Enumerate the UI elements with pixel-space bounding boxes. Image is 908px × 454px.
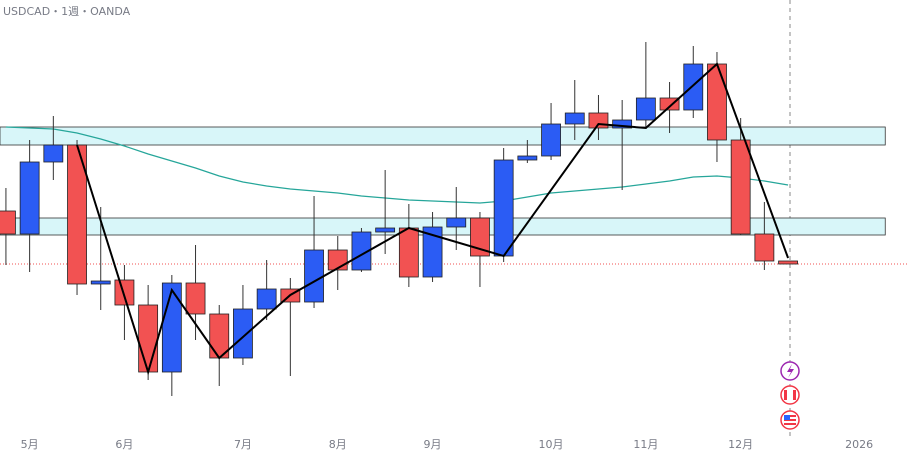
candle-body [375, 227, 396, 233]
x-tick-label: 10月 [539, 438, 564, 451]
x-tick-label: 2026 [845, 438, 873, 451]
candle-body [161, 282, 182, 373]
candle-body [612, 119, 633, 129]
flag [784, 415, 790, 420]
chart-title: USDCAD・1週・OANDA [3, 5, 131, 18]
candle-body [422, 226, 443, 278]
candle-body [754, 233, 775, 262]
candle-body [304, 249, 324, 303]
candle-body [517, 155, 538, 161]
candle-body [588, 112, 609, 129]
candle-body [0, 210, 16, 235]
candle-body [138, 304, 159, 373]
candle-body [659, 97, 680, 111]
lightning [787, 364, 794, 378]
candle-body [233, 308, 253, 359]
zone [0, 126, 886, 146]
event-icons[interactable] [780, 361, 800, 430]
candle-body [327, 249, 348, 271]
candle-body [541, 123, 561, 157]
candle-body [90, 280, 111, 285]
candle-body [114, 279, 135, 306]
candle-body [470, 217, 490, 257]
candle-body [635, 97, 656, 121]
candle-body [778, 260, 798, 265]
x-tick-label: 5月 [21, 438, 39, 451]
candle-body [398, 227, 419, 278]
x-tick-label: 11月 [633, 438, 658, 451]
x-tick-label: 7月 [234, 438, 252, 451]
x-tick-label: 12月 [728, 438, 753, 451]
zone [0, 217, 886, 236]
candle-body [19, 161, 40, 235]
candle-body [446, 217, 467, 228]
flag [784, 421, 796, 423]
candle-body [185, 282, 206, 315]
x-tick-label: 6月 [115, 438, 133, 451]
zigzag [76, 62, 790, 376]
candle-body [564, 112, 585, 125]
candle-body [256, 288, 277, 310]
x-tick-label: 8月 [329, 438, 347, 451]
candle-body [43, 144, 64, 163]
candle-body [707, 63, 727, 141]
flag [787, 390, 793, 400]
moving-average [5, 126, 789, 204]
candle-body [493, 159, 514, 257]
candle-body [683, 63, 704, 111]
candle-body [351, 231, 372, 271]
x-tick-label: 9月 [424, 438, 442, 451]
candle-body [730, 139, 751, 235]
